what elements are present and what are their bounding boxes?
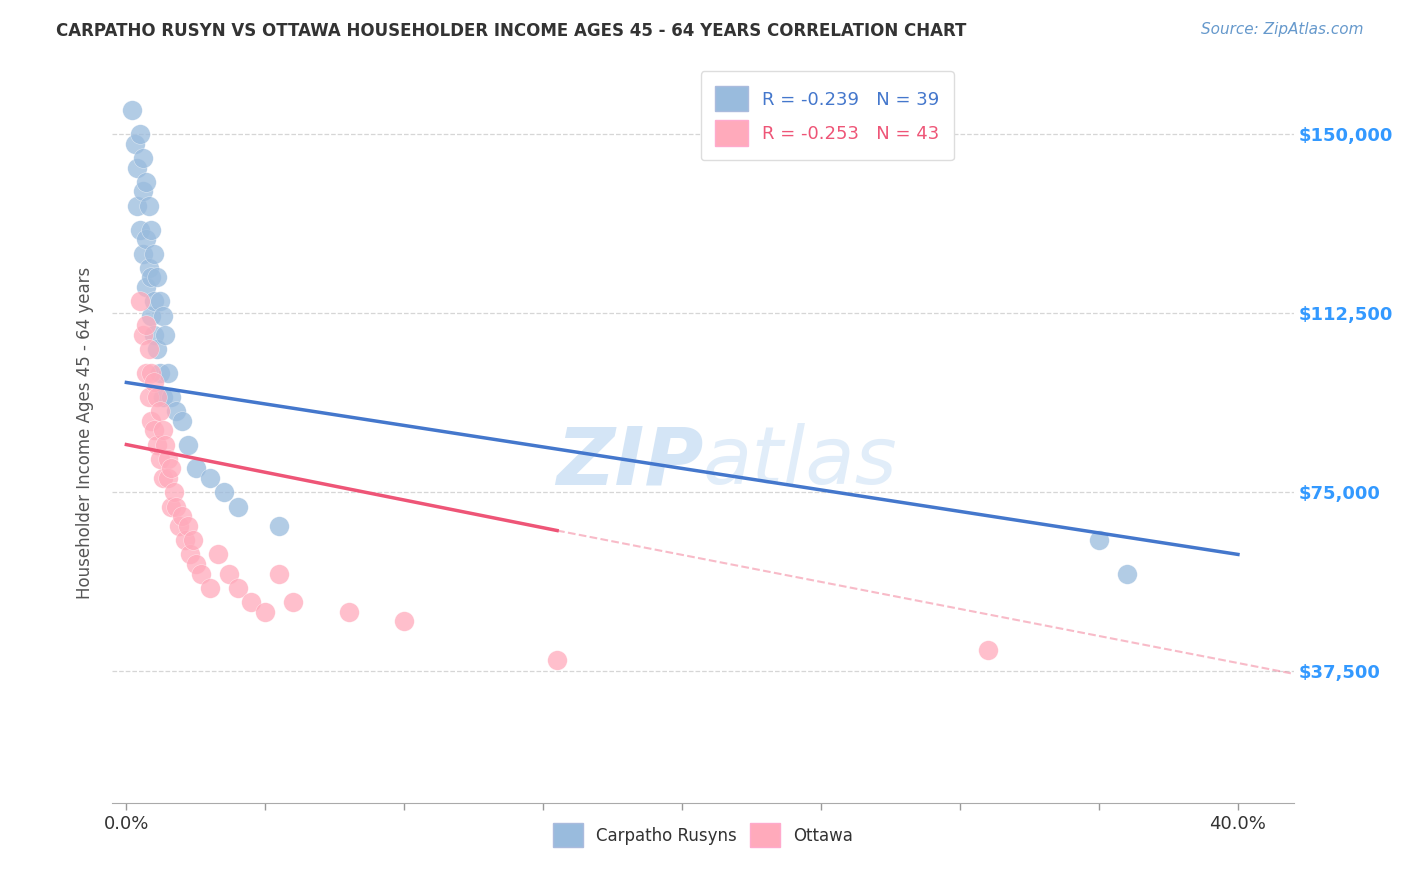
Point: [132, 327, 155, 342]
Point: [146, 270, 169, 285]
Point: [129, 222, 152, 236]
Point: [132, 151, 155, 165]
Point: [138, 342, 160, 356]
Point: [143, 376, 166, 390]
Point: [198, 581, 221, 595]
Point: [198, 471, 221, 485]
Point: [1088, 533, 1111, 547]
Point: [141, 270, 163, 285]
Legend: Carpatho Rusyns, Ottawa: Carpatho Rusyns, Ottawa: [546, 817, 860, 854]
Text: CARPATHO RUSYN VS OTTAWA HOUSEHOLDER INCOME AGES 45 - 64 YEARS CORRELATION CHART: CARPATHO RUSYN VS OTTAWA HOUSEHOLDER INC…: [56, 22, 966, 40]
Point: [184, 461, 207, 475]
Point: [176, 518, 198, 533]
Point: [149, 366, 172, 380]
Text: atlas: atlas: [703, 423, 898, 501]
Point: [135, 280, 157, 294]
Point: [132, 185, 155, 199]
Point: [141, 414, 163, 428]
Point: [135, 318, 157, 333]
Point: [173, 533, 195, 547]
Point: [149, 404, 172, 418]
Point: [170, 509, 193, 524]
Point: [394, 615, 416, 629]
Point: [143, 423, 166, 437]
Point: [269, 518, 291, 533]
Point: [132, 246, 155, 260]
Point: [226, 581, 249, 595]
Point: [135, 366, 157, 380]
Point: [160, 500, 183, 514]
Point: [170, 414, 193, 428]
Point: [152, 423, 174, 437]
Point: [977, 643, 1000, 657]
Point: [138, 390, 160, 404]
Point: [240, 595, 263, 609]
Point: [129, 127, 152, 141]
Point: [1115, 566, 1137, 581]
Point: [152, 390, 174, 404]
Point: [149, 451, 172, 466]
Point: [124, 136, 146, 151]
Point: [160, 390, 183, 404]
Point: [269, 566, 291, 581]
Point: [146, 437, 169, 451]
Point: [337, 605, 360, 619]
Point: [254, 605, 277, 619]
Point: [181, 533, 204, 547]
Text: ZIP: ZIP: [555, 423, 703, 501]
Point: [165, 404, 187, 418]
Point: [138, 260, 160, 275]
Point: [281, 595, 304, 609]
Point: [129, 294, 152, 309]
Point: [135, 232, 157, 246]
Point: [157, 471, 180, 485]
Point: [165, 500, 187, 514]
Point: [121, 103, 143, 118]
Point: [190, 566, 212, 581]
Point: [146, 390, 169, 404]
Point: [135, 175, 157, 189]
Point: [176, 437, 198, 451]
Point: [207, 548, 229, 562]
Y-axis label: Householder Income Ages 45 - 64 years: Householder Income Ages 45 - 64 years: [76, 267, 94, 599]
Point: [157, 451, 180, 466]
Point: [141, 222, 163, 236]
Point: [141, 366, 163, 380]
Point: [149, 294, 172, 309]
Point: [152, 471, 174, 485]
Point: [127, 161, 149, 175]
Point: [162, 485, 184, 500]
Point: [218, 566, 240, 581]
Point: [212, 485, 235, 500]
Point: [157, 366, 180, 380]
Point: [546, 652, 568, 666]
Point: [155, 327, 177, 342]
Point: [143, 327, 166, 342]
Point: [138, 199, 160, 213]
Point: [155, 437, 177, 451]
Point: [179, 548, 201, 562]
Point: [141, 309, 163, 323]
Point: [160, 461, 183, 475]
Point: [184, 557, 207, 571]
Point: [143, 294, 166, 309]
Point: [152, 309, 174, 323]
Point: [146, 342, 169, 356]
Text: Source: ZipAtlas.com: Source: ZipAtlas.com: [1201, 22, 1364, 37]
Point: [127, 199, 149, 213]
Point: [143, 246, 166, 260]
Point: [167, 518, 190, 533]
Point: [226, 500, 249, 514]
